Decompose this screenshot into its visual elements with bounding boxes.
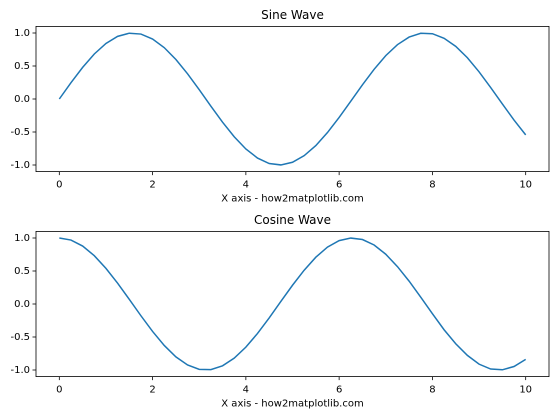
x-tick-label: 2 [149, 385, 155, 396]
x-tick-label: 0 [56, 180, 62, 191]
y-tick-label: 0.5 [14, 266, 30, 277]
x-tick-label: 0 [56, 385, 62, 396]
y-tick-label: 1.0 [14, 233, 30, 244]
y-tick-label: -1.0 [10, 365, 30, 376]
x-tick-label: 6 [336, 385, 342, 396]
y-tick-label: -0.5 [10, 127, 30, 138]
x-tick-label: 4 [243, 385, 249, 396]
axes-frame [35, 230, 550, 377]
y-tick-label: 0.0 [14, 94, 30, 105]
x-tick-label: 8 [429, 180, 435, 191]
x-tick-label: 10 [519, 385, 532, 396]
x-axis-label: X axis - how2matplotlib.com [221, 399, 363, 410]
y-tick-label: 0.0 [14, 299, 30, 310]
y-tick-label: 1.0 [14, 28, 30, 39]
x-tick-label: 8 [429, 385, 435, 396]
y-tick-label: 0.5 [14, 61, 30, 72]
y-tick-label: -0.5 [10, 332, 30, 343]
chart-title: Cosine Wave [254, 213, 331, 227]
y-tick-label: -1.0 [10, 160, 30, 171]
x-tick-label: 6 [336, 180, 342, 191]
x-tick-label: 2 [149, 180, 155, 191]
x-tick-label: 10 [519, 180, 532, 191]
x-tick-label: 4 [243, 180, 249, 191]
x-axis-label: X axis - how2matplotlib.com [221, 194, 363, 205]
axes-frame [35, 25, 550, 172]
line [59, 237, 527, 371]
chart-title: Sine Wave [261, 8, 324, 22]
line [58, 32, 527, 166]
